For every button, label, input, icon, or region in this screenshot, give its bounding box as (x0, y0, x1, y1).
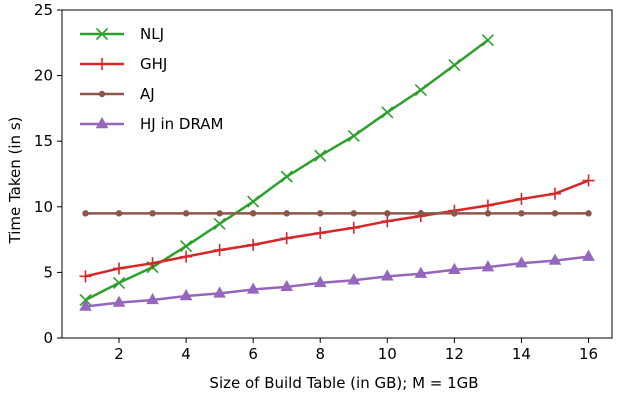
dot-marker (216, 210, 223, 217)
x-marker (481, 34, 494, 47)
dot-marker (417, 210, 425, 217)
legend-entry: GHJ (80, 55, 167, 73)
series-ghj (79, 174, 595, 283)
dot-marker (350, 210, 357, 217)
triangle-marker (246, 282, 260, 294)
legend: NLJ GHJ AJ HJ in DRAM (80, 25, 223, 133)
triangle-marker (146, 292, 159, 305)
y-tick-label: 15 (34, 132, 53, 150)
dot-marker (115, 210, 123, 217)
dot-marker (98, 90, 106, 98)
series-aj (82, 210, 592, 217)
dot-marker (484, 210, 492, 217)
series-line (85, 179, 589, 278)
x-marker (95, 27, 109, 41)
legend-label: NLJ (140, 25, 164, 43)
x-marker (280, 170, 293, 183)
x-marker (247, 195, 260, 208)
series-hj-in-dram (79, 249, 595, 311)
y-tick-label: 10 (34, 198, 53, 216)
triangle-marker (313, 275, 327, 288)
x-marker (180, 240, 193, 253)
x-tick-label: 10 (378, 345, 397, 363)
plus-marker (213, 244, 226, 257)
triangle-marker (79, 299, 92, 311)
legend-label: GHJ (140, 55, 167, 73)
dot-marker (283, 210, 290, 217)
plus-marker (381, 215, 394, 228)
x-tick-label: 4 (181, 345, 191, 363)
x-marker (448, 59, 461, 72)
x-marker (314, 149, 327, 162)
triangle-marker (95, 117, 109, 129)
dot-marker (518, 210, 525, 217)
triangle-marker (582, 249, 595, 261)
plus-marker (79, 270, 92, 283)
y-tick-label: 0 (43, 329, 53, 347)
x-axis-label: Size of Build Table (in GB); M = 1GB (209, 374, 478, 392)
plus-marker (347, 221, 360, 234)
plus-marker (180, 250, 193, 263)
legend-entry: AJ (80, 85, 155, 103)
legend-entry: HJ in DRAM (80, 115, 223, 133)
x-tick-label: 16 (579, 345, 598, 363)
x-marker (112, 276, 126, 289)
dot-marker (585, 210, 592, 217)
plus-marker (280, 232, 293, 245)
triangle-marker (448, 262, 461, 274)
plus-marker (548, 187, 561, 200)
dot-marker (551, 210, 559, 217)
plus-marker (582, 174, 595, 187)
triangle-marker (112, 295, 126, 307)
dot-marker (182, 210, 190, 217)
x-marker (213, 217, 226, 230)
triangle-marker (347, 273, 361, 285)
plus-marker (481, 199, 494, 212)
series-line (85, 255, 589, 308)
dot-marker (451, 210, 458, 217)
dot-marker (317, 210, 324, 217)
plus-marker (113, 262, 126, 275)
plus-marker (247, 238, 260, 251)
plus-marker (96, 58, 108, 70)
triangle-marker (381, 269, 394, 281)
legend-label: AJ (140, 85, 155, 103)
plus-marker (515, 192, 528, 205)
triangle-marker (213, 286, 226, 298)
triangle-marker (515, 256, 528, 268)
dot-marker (149, 210, 156, 217)
axes-layer: 2 4 6 8 10 12 14 16 0 5 10 15 20 25 (34, 1, 613, 363)
series-layer (79, 34, 595, 311)
x-marker (347, 129, 360, 143)
x-tick-label: 8 (315, 345, 325, 363)
triangle-marker (414, 266, 428, 278)
plus-marker (314, 227, 327, 240)
x-tick-label: 2 (114, 345, 124, 363)
x-tick-label: 12 (445, 345, 464, 363)
x-tick-label: 6 (248, 345, 258, 363)
dot-marker (384, 210, 391, 217)
y-tick-label: 5 (43, 263, 53, 281)
x-marker (414, 83, 427, 97)
x-tick-label: 14 (512, 345, 531, 363)
plot-frame (61, 9, 613, 339)
triangle-marker (481, 260, 495, 272)
legend-label: HJ in DRAM (140, 115, 223, 133)
triangle-marker (548, 253, 562, 265)
dot-marker (249, 210, 257, 217)
y-tick-label: 20 (34, 67, 53, 85)
x-marker (381, 106, 394, 119)
y-tick-label: 25 (34, 1, 53, 19)
legend-entry: NLJ (80, 25, 164, 43)
triangle-marker (179, 289, 193, 301)
dot-marker (82, 210, 89, 217)
series-line (84, 39, 489, 302)
triangle-marker (280, 279, 293, 292)
plus-marker (146, 257, 159, 270)
y-axis-label: Time Taken (in s) (6, 117, 24, 245)
